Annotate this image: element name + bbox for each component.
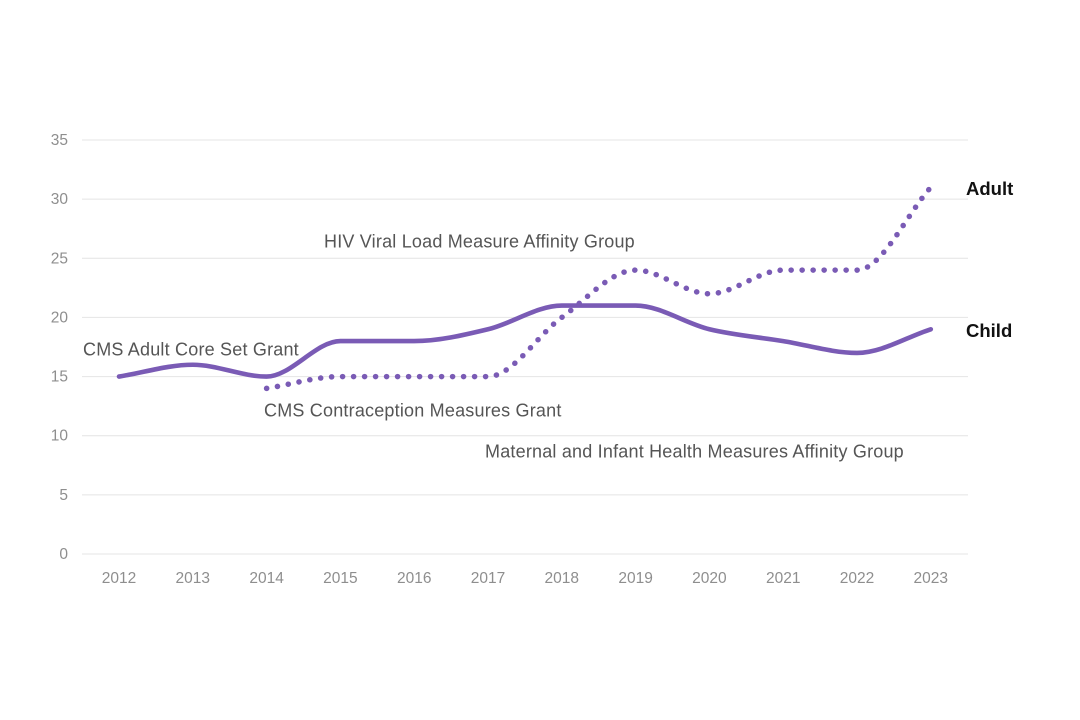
x-tick-label-2021: 2021 xyxy=(766,570,800,587)
x-tick-label-2013: 2013 xyxy=(176,570,210,587)
y-tick-label-35: 35 xyxy=(51,132,68,149)
x-tick-label-2023: 2023 xyxy=(914,570,948,587)
y-tick-label-15: 15 xyxy=(51,369,68,386)
x-tick-label-2014: 2014 xyxy=(249,570,284,587)
x-tick-label-2012: 2012 xyxy=(102,570,136,587)
series-label-child: Child xyxy=(966,320,1013,342)
y-tick-label-25: 25 xyxy=(51,250,68,267)
series-line-child xyxy=(116,303,934,379)
x-tick-label-2018: 2018 xyxy=(545,570,579,587)
annotation-hiv-viral-load: HIV Viral Load Measure Affinity Group xyxy=(324,231,635,252)
x-tick-label-2022: 2022 xyxy=(840,570,874,587)
series-label-adult: Adult xyxy=(966,178,1014,200)
series-line-adult xyxy=(263,184,934,392)
y-tick-label-5: 5 xyxy=(59,487,68,504)
x-tick-label-2019: 2019 xyxy=(618,570,652,587)
x-tick-label-2015: 2015 xyxy=(323,570,357,587)
y-tick-label-10: 10 xyxy=(51,428,69,445)
x-tick-label-2016: 2016 xyxy=(397,570,431,587)
x-tick-label-2020: 2020 xyxy=(692,570,727,587)
y-tick-label-0: 0 xyxy=(59,546,68,563)
y-tick-label-20: 20 xyxy=(51,309,69,326)
y-tick-label-30: 30 xyxy=(51,191,69,208)
annotation-cms-contraception: CMS Contraception Measures Grant xyxy=(264,400,562,421)
x-tick-label-2017: 2017 xyxy=(471,570,505,587)
annotation-cms-adult-core-set: CMS Adult Core Set Grant xyxy=(83,339,299,360)
annotation-maternal-infant-health: Maternal and Infant Health Measures Affi… xyxy=(485,441,904,462)
